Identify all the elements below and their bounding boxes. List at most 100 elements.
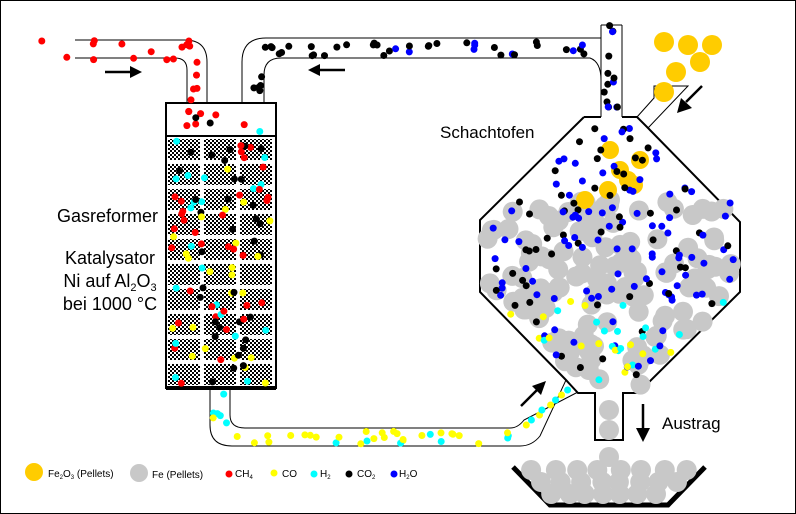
particles [38,22,741,504]
co2-molecule [380,52,388,59]
ch4-molecule [223,326,230,333]
co2-molecule [196,293,204,301]
h2o-molecule [629,187,637,195]
flow-arrows [105,64,703,442]
h2-molecule [617,345,625,352]
co2-molecule [526,298,534,306]
ch4-molecule [177,197,185,205]
fe-pellet [692,311,713,332]
co2-molecule [543,234,551,242]
fe-pellet [611,252,631,273]
co2-molecule [509,269,517,277]
co-molecule [233,433,241,440]
co-molecule [545,334,553,342]
co-molecule [312,433,320,441]
legend-label-co: CO [282,469,297,480]
co-molecule [455,432,463,440]
fe-pellet [652,311,673,332]
fe-pellet [656,262,677,283]
ch4-molecule [187,96,195,104]
co2-molecule [206,119,214,127]
co2-molecule [307,43,315,51]
co2-molecule [570,199,578,207]
h2o-molecule [405,48,413,56]
gas-molecule [538,406,546,414]
co2-molecule [681,185,689,193]
h2o-molecule [659,327,667,335]
co2-molecule [268,44,276,52]
h2o-molecule [583,287,591,295]
h2o-molecule [652,149,660,157]
catalyst-block [240,214,272,235]
co2-molecule [597,146,605,154]
co-molecule [301,431,309,439]
ch4-molecule [224,243,232,251]
ch4-molecule [197,240,205,248]
fe-pellet [498,219,519,239]
co2-molecule [198,248,206,256]
h2o-molecule [634,362,642,370]
fe-pellet [548,259,569,280]
ch4-molecule [190,85,197,93]
co2-molecule [187,148,195,156]
co2-molecule [229,225,236,233]
co2-molecule [492,286,500,294]
legend-swatch-ch4 [225,470,233,478]
ch4-molecule [63,53,71,61]
co-molecule [250,439,258,447]
gas-molecule [558,391,565,399]
co-molecule [240,198,248,206]
fe-pellet [574,484,595,504]
co-molecule [357,440,365,448]
co-molecule [228,271,236,279]
co2-molecule [256,220,264,228]
co2-molecule [597,228,605,236]
co2-molecule [285,42,293,50]
co2-molecule [519,276,527,284]
co-molecule [261,379,269,387]
h2o-molecule [609,318,617,326]
fe-pellet [529,199,550,220]
ch4-molecule [243,301,251,309]
ch4-molecule [168,244,176,252]
co2-molecule [511,51,518,59]
co2-molecule [239,344,247,352]
co-molecule [390,427,398,435]
co2-molecule [230,364,238,372]
co2-molecule [593,155,601,163]
h2o-molecule [648,253,656,261]
h2o-molecule [608,204,616,212]
co2-molecule [574,206,582,214]
h2o-molecule [609,28,616,36]
h2o-molecule [636,176,644,184]
co2-molecule [321,52,328,60]
h2-molecule [187,204,195,212]
h2-molecule [554,307,562,315]
h2o-molecule [565,242,573,249]
ch4-molecule [247,143,255,151]
co-molecule [362,428,370,435]
h2o-molecule [625,125,633,132]
co-molecule [221,205,229,213]
ch4-molecule [118,40,126,48]
h2o-molecule [726,199,734,207]
fe2o3-pellet [690,52,710,72]
co2-molecule [604,69,612,77]
co2-molecule [176,167,184,174]
h2o-molecule [571,159,579,167]
co2-molecule [261,43,269,51]
h2-molecule [250,185,257,193]
h2o-molecule [561,237,569,245]
h2o-molecule [647,357,654,365]
h2o-molecule [630,282,638,290]
h2-molecule [363,437,371,445]
ch4-molecule [171,193,179,201]
co2-molecule [605,52,613,60]
co2-molecule [221,157,229,164]
h2-molecule [172,284,180,292]
h2-molecule [187,242,195,250]
ch4-molecule [193,71,200,79]
h2o-molecule [552,351,560,359]
co-molecule [370,435,378,443]
ch4-molecule [236,191,244,199]
